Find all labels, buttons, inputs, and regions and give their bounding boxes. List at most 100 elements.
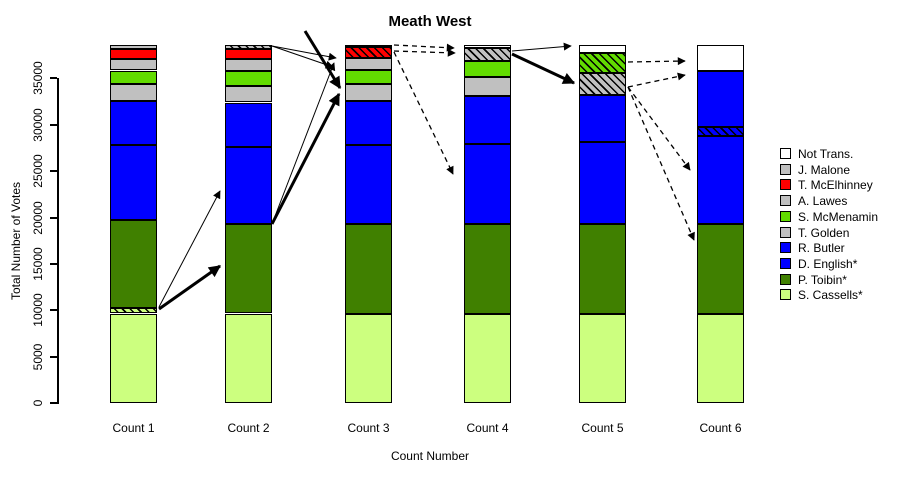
y-tick-5000	[50, 355, 57, 358]
bar-segment-count-1-s-mcmenamin	[110, 70, 157, 85]
y-tick-label-5000: 5000	[31, 343, 45, 370]
bar-segment-count-2-s-cassells	[225, 313, 272, 403]
legend-swatch-s-mcmenamin	[780, 210, 791, 222]
x-tick-label-count-1: Count 1	[112, 421, 155, 435]
bar-segment-count-1-d-english	[110, 144, 157, 221]
bar-segment-count-6-d-english-surplus	[697, 127, 744, 136]
transfer-arrow-5-thick	[270, 92, 341, 225]
bar-segment-count-4-s-cassells	[464, 313, 511, 403]
transfer-arrow-6-thin	[271, 62, 336, 225]
bar-segment-count-5-t-golden	[579, 72, 626, 95]
bar-segment-count-1-a-lawes	[110, 58, 157, 71]
bar-segment-count-1-r-butler	[110, 101, 157, 145]
x-tick-label-count-5: Count 5	[581, 421, 624, 435]
transfer-arrow-1-thick	[158, 264, 221, 311]
bar-segment-count-1-p-toibin	[110, 220, 157, 308]
legend-swatch-s-cassells	[780, 289, 791, 301]
legend-swatch-j-malone	[780, 163, 791, 175]
legend-label-not-trans: Not Trans.	[798, 147, 854, 161]
y-tick-35000	[50, 77, 57, 80]
transfer-arrow-15-dashed	[627, 86, 695, 241]
legend-swatch-t-golden	[780, 226, 791, 238]
bar-segment-count-2-p-toibin	[225, 223, 272, 314]
bar-segment-count-5-d-english	[579, 141, 626, 224]
legend-label-j-malone: J. Malone	[798, 162, 851, 177]
legend-label-s-cassells: S. Cassells*	[798, 288, 863, 303]
y-tick-label-25000: 25000	[31, 154, 45, 188]
legend-label-r-butler: R. Butler	[798, 241, 845, 256]
bar-segment-count-2-r-butler	[225, 102, 272, 147]
x-tick-label-count-6: Count 6	[699, 421, 742, 435]
bar-segment-count-2-s-mcmenamin	[225, 71, 272, 86]
bar-segment-count-1-t-mcelhinney	[110, 48, 157, 59]
legend-label-s-mcmenamin: S. McMenamin	[798, 209, 879, 224]
bar-segment-count-5-r-butler	[579, 94, 626, 142]
bar-segment-count-1-t-golden	[110, 84, 157, 102]
transfer-arrow-2-thin	[271, 45, 337, 61]
bar-segment-count-3-not-trans	[345, 45, 392, 48]
bar-segment-count-3-d-english	[345, 145, 392, 224]
x-tick-label-count-3: Count 3	[347, 421, 390, 435]
transfer-arrow-4-thick	[303, 30, 342, 90]
legend-label-d-english: D. English*	[798, 256, 858, 271]
bar-segment-count-3-s-mcmenamin	[345, 69, 392, 84]
transfer-arrow-3-thin	[271, 45, 334, 69]
transfer-arrow-0-thin	[158, 190, 221, 308]
transfer-arrow-10-thin	[511, 42, 572, 52]
bar-segment-count-4-s-mcmenamin	[464, 61, 511, 78]
transfer-arrow-14-dashed	[627, 86, 691, 171]
bar-segment-count-5-p-toibin	[579, 224, 626, 314]
bar-segment-count-4-p-toibin	[464, 224, 511, 314]
bar-segment-count-6-s-cassells	[697, 313, 744, 403]
legend-label-t-golden: T. Golden	[798, 225, 850, 240]
y-tick-label-30000: 30000	[31, 108, 45, 142]
bar-segment-count-4-t-golden	[464, 77, 511, 97]
bar-segment-count-3-t-mcelhinney	[345, 47, 392, 58]
y-axis-label: Total Number of Votes	[9, 181, 23, 301]
y-tick-15000	[50, 262, 57, 265]
bar-segment-count-3-s-cassells	[345, 313, 392, 403]
bar-segment-count-5-s-cassells	[579, 313, 626, 403]
y-tick-label-0: 0	[31, 399, 45, 407]
bar-segment-count-3-t-golden	[345, 83, 392, 102]
bar-segment-count-5-s-mcmenamin	[579, 52, 626, 73]
transfer-arrow-11-thick	[511, 52, 576, 85]
bar-segment-count-2-d-english	[225, 146, 272, 224]
bar-segment-count-4-d-english	[464, 143, 511, 224]
legend-label-t-mcelhinney: T. McElhinney	[798, 178, 873, 193]
y-tick-label-15000: 15000	[31, 247, 45, 281]
legend-swatch-p-toibin	[780, 273, 791, 285]
y-tick-30000	[50, 123, 57, 126]
bar-segment-count-6-d-english	[697, 135, 744, 224]
bar-segment-count-2-t-golden	[225, 85, 272, 103]
legend-swatch-t-mcelhinney	[780, 179, 791, 191]
transfer-arrow-9-dashed	[393, 51, 454, 175]
bar-segment-count-4-a-lawes	[464, 48, 511, 62]
bar-segment-count-6-p-toibin	[697, 224, 744, 314]
legend-swatch-r-butler	[780, 242, 791, 254]
legend-swatch-d-english	[780, 257, 791, 269]
bar-segment-count-1-s-cassells-surplus	[110, 307, 157, 314]
chart-title: Meath West	[388, 13, 472, 30]
y-tick-label-10000: 10000	[31, 293, 45, 327]
transfer-arrow-12-dashed	[627, 57, 686, 66]
y-tick-20000	[50, 216, 57, 219]
legend-swatch-not-trans	[780, 148, 791, 159]
legend-swatch-a-lawes	[780, 195, 791, 207]
legend-label-a-lawes: A. Lawes	[798, 194, 848, 209]
transfer-arrow-7-dashed	[393, 43, 455, 52]
transfer-arrow-8-dashed	[393, 48, 456, 57]
bar-segment-count-1-s-cassells	[110, 313, 157, 403]
bar-segment-count-5-not-trans	[579, 45, 626, 53]
y-tick-10000	[50, 309, 57, 312]
x-tick-label-count-2: Count 2	[227, 421, 270, 435]
bar-segment-count-4-r-butler	[464, 96, 511, 144]
bar-segment-count-6-not-trans	[697, 45, 744, 72]
bar-segment-count-4-not-trans	[464, 45, 511, 49]
bar-segment-count-2-a-lawes	[225, 59, 272, 72]
x-tick-label-count-4: Count 4	[466, 421, 509, 435]
bar-segment-count-6-r-butler	[697, 71, 744, 128]
y-tick-label-35000: 35000	[31, 61, 45, 96]
